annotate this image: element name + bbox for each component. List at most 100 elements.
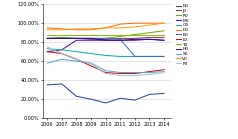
G0 [90, 53, 93, 54]
Line: H0: H0 [47, 38, 164, 40]
M0 [163, 39, 165, 41]
S0 [104, 70, 107, 71]
S0 [60, 58, 63, 60]
B0 [134, 56, 136, 57]
S0 [163, 71, 165, 72]
T0 [104, 34, 107, 35]
L0 [90, 65, 93, 67]
N0 [90, 98, 93, 100]
D0 [119, 23, 122, 25]
J0 [75, 38, 78, 39]
V0 [119, 27, 122, 29]
P0 [104, 73, 107, 74]
J0 [90, 39, 93, 40]
Line: S0: S0 [47, 59, 164, 73]
J0 [119, 38, 122, 39]
V0 [75, 28, 78, 30]
M0 [119, 39, 122, 41]
N0 [134, 99, 136, 101]
H0 [60, 38, 63, 39]
L0 [46, 51, 49, 53]
N0 [75, 95, 78, 97]
Line: V0: V0 [47, 23, 164, 30]
V0 [60, 29, 63, 31]
Line: N0: N0 [47, 84, 164, 103]
H0 [163, 39, 165, 41]
M0 [90, 39, 93, 41]
D0 [75, 29, 78, 31]
G0 [163, 56, 165, 57]
Line: R0: R0 [47, 31, 164, 38]
R0 [104, 38, 107, 39]
S0 [46, 62, 49, 64]
G0 [104, 55, 107, 56]
V0 [134, 26, 136, 28]
G0 [46, 48, 49, 50]
V0 [163, 22, 165, 24]
R0 [60, 37, 63, 38]
N0 [104, 102, 107, 104]
B0 [104, 38, 107, 39]
P0 [60, 53, 63, 54]
P0 [90, 63, 93, 65]
T0 [119, 34, 122, 35]
H0 [119, 39, 122, 41]
T0 [90, 34, 93, 35]
P0 [163, 72, 165, 73]
D0 [60, 28, 63, 30]
B0 [60, 38, 63, 39]
T0 [60, 34, 63, 35]
V0 [148, 24, 151, 26]
H0 [104, 39, 107, 41]
Line: J0: J0 [47, 37, 164, 39]
S0 [134, 72, 136, 73]
Line: D0: D0 [47, 23, 164, 30]
L0 [134, 73, 136, 74]
T0 [148, 34, 151, 35]
S0 [119, 72, 122, 73]
H0 [148, 39, 151, 40]
P0 [46, 46, 49, 48]
T0 [75, 34, 78, 35]
Line: P0: P0 [47, 47, 164, 75]
R0 [75, 38, 78, 39]
Line: B0: B0 [47, 38, 164, 56]
S0 [90, 62, 93, 64]
P0 [148, 74, 151, 75]
R0 [90, 38, 93, 39]
B0 [148, 56, 151, 57]
P0 [134, 75, 136, 76]
D0 [148, 22, 151, 24]
T0 [46, 34, 49, 35]
G0 [75, 51, 78, 53]
B0 [75, 38, 78, 39]
Line: M0: M0 [47, 39, 164, 52]
D0 [104, 27, 107, 29]
D0 [134, 22, 136, 24]
Line: G0: G0 [47, 49, 164, 56]
N0 [148, 94, 151, 95]
M0 [148, 39, 151, 40]
D0 [90, 29, 93, 31]
J0 [60, 38, 63, 39]
J0 [46, 38, 49, 39]
B0 [119, 39, 122, 40]
H0 [46, 38, 49, 39]
H0 [134, 39, 136, 40]
D0 [163, 22, 165, 24]
N0 [46, 84, 49, 86]
G0 [148, 56, 151, 57]
L0 [60, 53, 63, 54]
Legend: N0, J0, R0, M0, G0, D0, B0, L0, T0, H0, S0, V0, P0: N0, J0, R0, M0, G0, D0, B0, L0, T0, H0, … [176, 4, 189, 66]
J0 [134, 38, 136, 39]
B0 [90, 38, 93, 39]
D0 [46, 27, 49, 29]
L0 [148, 71, 151, 72]
V0 [46, 29, 49, 31]
L0 [75, 58, 78, 60]
M0 [46, 51, 49, 53]
M0 [75, 39, 78, 41]
Line: L0: L0 [47, 52, 164, 74]
R0 [119, 36, 122, 37]
M0 [104, 39, 107, 41]
